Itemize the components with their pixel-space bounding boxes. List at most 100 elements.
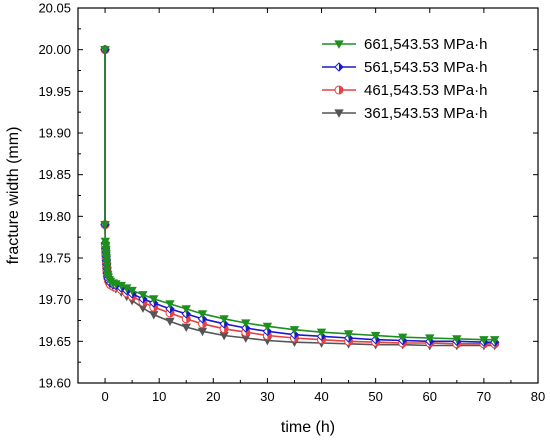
marker-shape	[101, 246, 111, 255]
marker-shape	[425, 334, 435, 343]
marker-shape	[479, 336, 489, 345]
x-tick-label: 70	[477, 389, 491, 404]
marker-shape	[100, 46, 110, 55]
marker-shape	[343, 330, 354, 339]
data-point	[102, 258, 112, 267]
x-tick-label: 40	[314, 389, 328, 404]
legend-label: 361,543.53 MPa·h	[364, 105, 487, 122]
data-point	[289, 326, 300, 335]
data-point	[149, 295, 159, 304]
y-tick-label: 19.65	[38, 334, 71, 349]
marker-shape	[334, 109, 344, 118]
marker-shape	[181, 305, 191, 314]
data-point	[370, 331, 381, 341]
data-point	[219, 315, 229, 324]
marker-shape	[452, 335, 462, 344]
data-point	[241, 319, 251, 328]
data-point	[425, 334, 435, 343]
data-point	[165, 300, 175, 309]
legend-label: 661,543.53 MPa·h	[364, 36, 487, 53]
data-point	[479, 336, 489, 345]
marker-shape	[101, 254, 112, 263]
marker-shape	[101, 250, 111, 259]
marker-shape	[398, 333, 408, 342]
data-point	[181, 305, 191, 314]
x-tick-label: 0	[101, 389, 108, 404]
x-tick-label: 20	[206, 389, 220, 404]
legend-marker	[334, 109, 344, 118]
data-point	[197, 310, 208, 319]
marker-fill	[339, 63, 343, 71]
data-point	[262, 322, 273, 332]
data-point	[102, 262, 112, 272]
data-point	[101, 254, 112, 263]
marker-shape	[102, 262, 112, 272]
marker-shape	[100, 221, 110, 230]
data-point	[316, 328, 327, 337]
y-tick-label: 19.95	[38, 84, 71, 99]
x-tick-label: 60	[423, 389, 437, 404]
data-point	[181, 314, 191, 324]
series	[100, 46, 500, 345]
data-point	[398, 333, 408, 342]
marker-shape	[165, 317, 175, 327]
marker-shape	[165, 300, 175, 309]
data-point	[101, 246, 111, 255]
y-tick-label: 19.60	[38, 376, 71, 391]
legend-item: 361,543.53 MPa·h	[322, 105, 487, 122]
legend-label: 561,543.53 MPa·h	[364, 59, 487, 76]
data-point	[100, 221, 110, 230]
marker-shape	[316, 328, 327, 337]
y-tick-label: 20.00	[38, 42, 71, 57]
marker-shape	[181, 323, 191, 332]
y-tick-label: 19.75	[38, 251, 71, 266]
y-tick-label: 19.70	[38, 292, 71, 307]
series-layer	[100, 44, 500, 351]
x-tick-label: 10	[152, 389, 166, 404]
legend-marker	[334, 40, 344, 49]
marker-shape	[289, 326, 300, 335]
data-point	[100, 241, 111, 251]
marker-shape	[334, 40, 344, 49]
marker-shape	[100, 241, 111, 251]
data-point	[102, 266, 112, 276]
marker-shape	[100, 237, 111, 247]
data-point	[101, 250, 111, 259]
x-tick-label: 50	[368, 389, 382, 404]
marker-shape	[102, 258, 112, 267]
data-point	[127, 286, 137, 296]
marker-shape	[219, 315, 229, 324]
data-point	[490, 336, 500, 345]
legend-marker	[334, 85, 344, 95]
marker-shape	[138, 291, 148, 300]
x-tick-label: 80	[531, 389, 545, 404]
axes-layer: 0 10 20 30 40 50 60 70 80 19.60 19.65 19.70 19.75 19.…	[38, 1, 545, 405]
marker-shape	[127, 286, 137, 296]
y-tick-label: 19.85	[38, 167, 71, 182]
data-point	[100, 237, 111, 247]
marker-shape	[370, 331, 381, 341]
marker-shape	[262, 322, 273, 332]
y-tick-label: 19.90	[38, 126, 71, 141]
data-point	[100, 46, 110, 55]
x-axis-title: time (h)	[281, 419, 335, 436]
data-point	[452, 335, 462, 344]
y-axis-title: fracture width (mm)	[5, 127, 22, 265]
x-tick-label: 30	[260, 389, 274, 404]
data-point	[181, 323, 191, 332]
legend-item: 561,543.53 MPa·h	[322, 59, 487, 76]
marker-shape	[490, 336, 500, 345]
legend-marker	[334, 62, 344, 72]
y-tick-label: 19.80	[38, 209, 71, 224]
y-tick-label: 20.05	[38, 1, 71, 16]
marker-shape	[149, 295, 159, 304]
data-point	[138, 291, 148, 300]
marker-shape	[197, 310, 208, 319]
marker-shape	[102, 266, 112, 276]
legend: 661,543.53 MPa·h 561,543.53 MPa·h 461,543.…	[322, 36, 487, 122]
marker-fill	[339, 86, 343, 94]
legend-item: 661,543.53 MPa·h	[322, 36, 487, 53]
marker-shape	[241, 319, 251, 328]
